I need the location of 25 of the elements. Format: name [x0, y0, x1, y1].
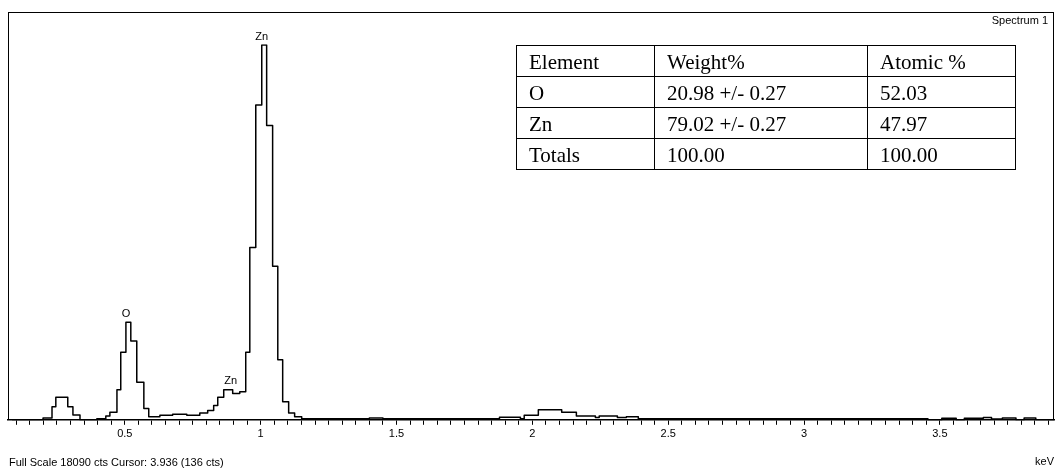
x-tick-label: 2 — [529, 427, 536, 440]
x-tick-label: 1 — [257, 427, 264, 440]
x-tick-label: 3 — [800, 427, 808, 440]
annotation: 52.03 — [867, 76, 1016, 108]
annotation: Weight% — [654, 45, 868, 77]
annotation: 100.00 — [654, 138, 868, 170]
annotation: Zn — [516, 107, 655, 139]
annotation: 47.97 — [867, 107, 1016, 139]
x-tick-label: 2.5 — [660, 427, 676, 440]
annotation: Atomic % — [867, 45, 1016, 77]
annotation: O — [121, 306, 131, 319]
annotation: Element — [516, 45, 655, 77]
x-tick-label: 3.5 — [932, 427, 948, 440]
chart-title: Spectrum 1 — [991, 14, 1048, 26]
annotation: 79.02 +/- 0.27 — [654, 107, 868, 139]
annotation: Totals — [516, 138, 655, 170]
annotation: Zn — [224, 374, 238, 387]
x-tick-label: 0.5 — [117, 427, 133, 440]
annotation: 20.98 +/- 0.27 — [654, 76, 868, 108]
x-tick-label: 1.5 — [388, 427, 405, 440]
annotation: O — [516, 76, 655, 108]
annotation: 100.00 — [867, 138, 1016, 170]
annotation: Zn — [255, 29, 269, 42]
text: Full Scale 18090 cts Cursor: 3.936 (136 cts) — [9, 456, 224, 468]
x-axis-title: keV — [1035, 455, 1054, 467]
